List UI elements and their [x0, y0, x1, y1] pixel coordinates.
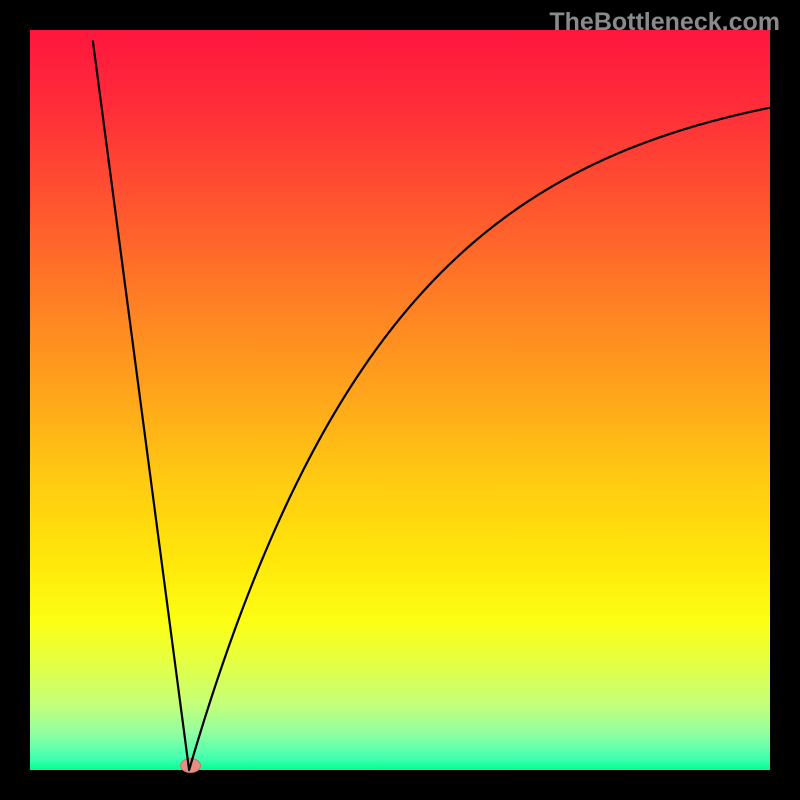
- watermark-text: TheBottleneck.com: [549, 8, 780, 37]
- chart-canvas: TheBottleneck.com: [0, 0, 800, 800]
- bottleneck-curve: [93, 41, 770, 770]
- chart-overlay-svg: [0, 0, 800, 800]
